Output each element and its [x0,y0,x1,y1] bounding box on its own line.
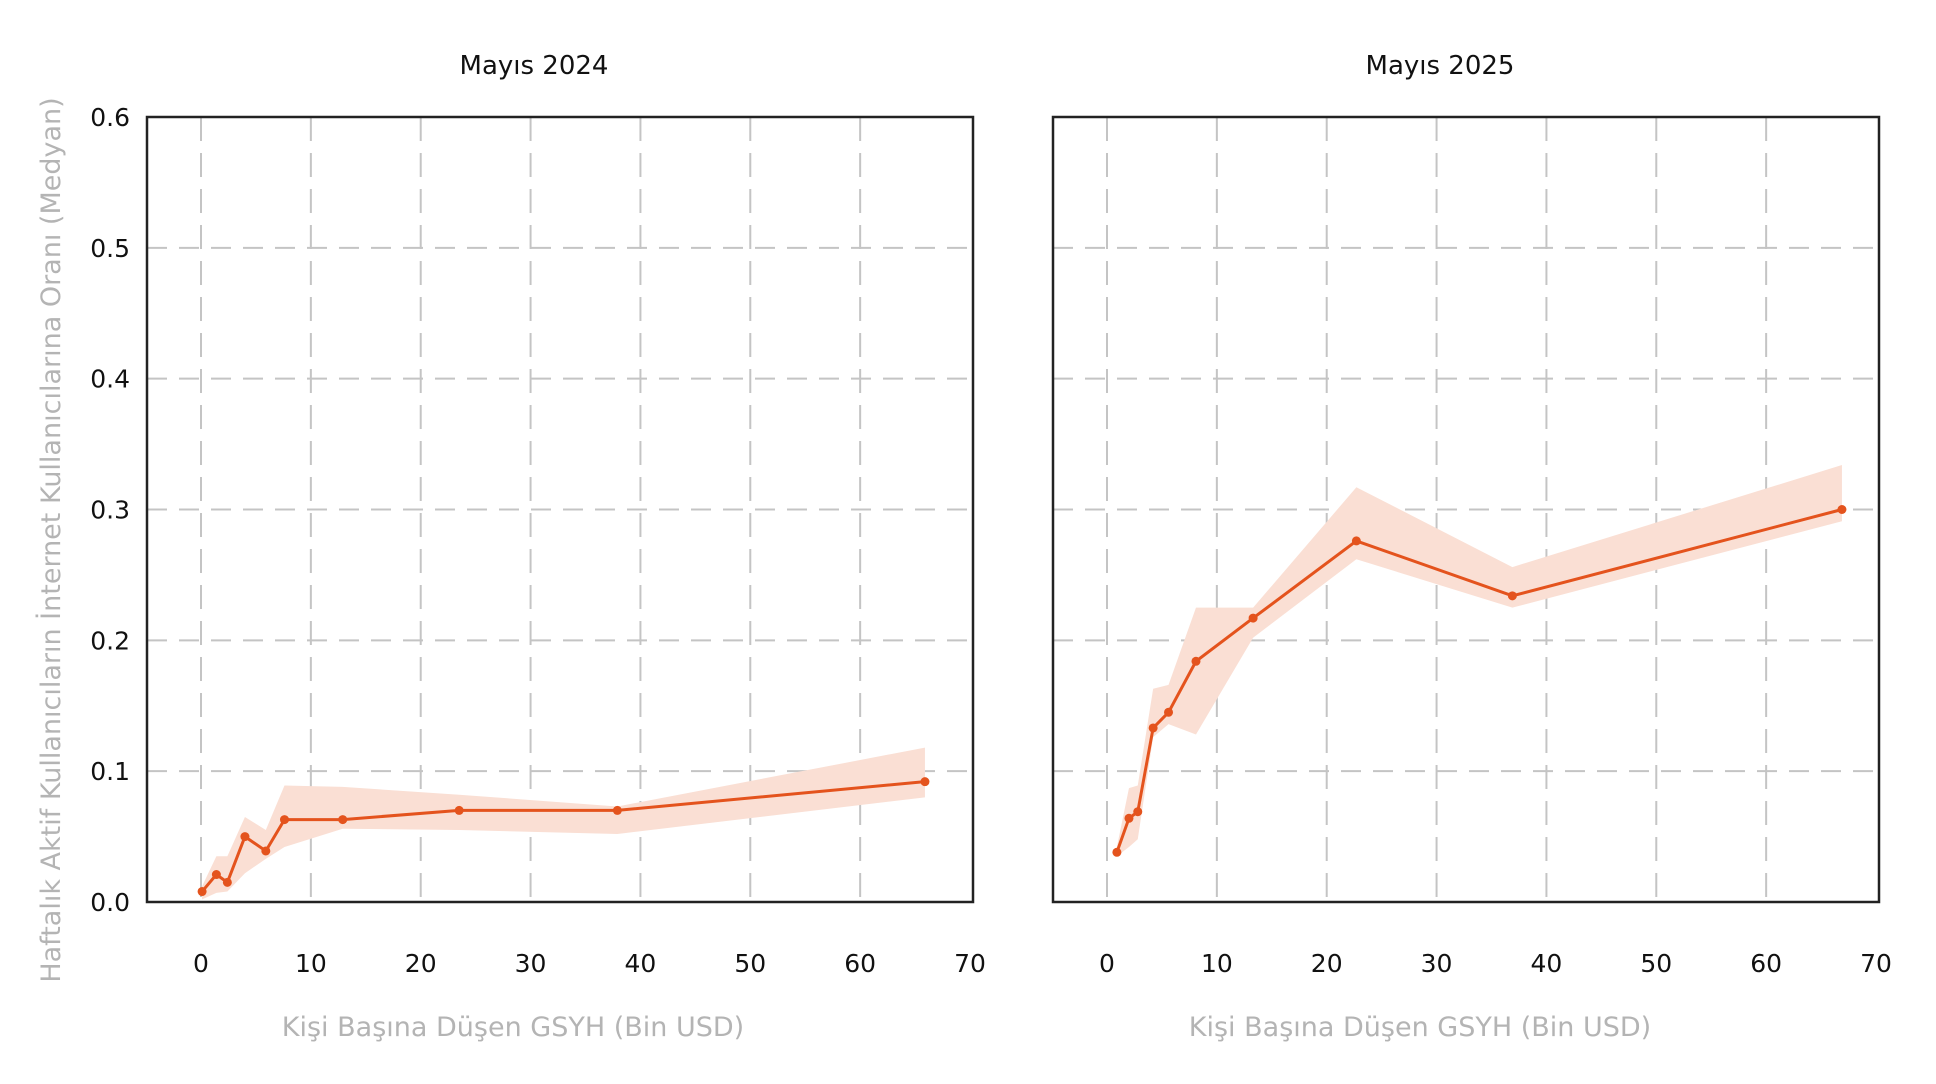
x-tick-label: 50 [734,949,766,978]
data-point [279,815,289,825]
x-tick-label: 70 [1860,949,1892,978]
y-tick-label: 0.2 [90,626,130,655]
data-point [211,870,221,880]
confidence-band [1116,465,1842,857]
y-tick-label: 0.1 [90,757,130,786]
data-point [222,877,232,887]
y-tick-label: 0.5 [90,234,130,263]
x-tick-label: 50 [1640,949,1672,978]
x-tick-label: 30 [1421,949,1453,978]
y-axis-label: Haftalık Aktif Kullanıcıların İnternet K… [35,97,67,982]
x-tick-label: 60 [1750,949,1782,978]
x-tick-label: 0 [1099,949,1115,978]
data-point [1507,591,1517,601]
confidence-band [202,747,925,900]
data-point [1133,807,1143,817]
panel-title: Mayıs 2024 [460,51,609,81]
x-tick-label: 20 [1311,949,1343,978]
data-point [612,805,622,815]
data-point [1248,613,1258,623]
y-tick-label: 0.6 [90,103,130,132]
data-point [1164,707,1174,717]
x-axis-label: Kişi Başına Düşen GSYH (Bin USD) [1189,1012,1651,1043]
data-point [1148,723,1158,733]
x-tick-label: 60 [844,949,876,978]
x-tick-label: 40 [625,949,657,978]
data-point [1191,656,1201,666]
plot-frame [1051,115,1881,904]
data-point [1351,536,1361,546]
data-point [1837,505,1847,514]
y-tick-label: 0.3 [90,496,130,525]
series-line [200,780,926,893]
y-tick-label: 0.0 [90,888,130,917]
x-tick-label: 40 [1531,949,1563,978]
x-tick-label: 0 [193,949,209,978]
panel-title: Mayıs 2025 [1366,51,1515,81]
x-tick-label: 10 [295,949,327,978]
data-point [454,805,464,815]
data-point [1112,847,1122,857]
data-point [197,887,207,897]
panel-mayis-2024: Mayıs 2024 Kişi Başına Düşen GSYH (Bin U… [90,51,986,1043]
data-point [920,777,930,787]
x-tick-label: 20 [405,949,437,978]
x-tick-label: 10 [1201,949,1233,978]
data-point [261,846,271,856]
data-point [338,815,348,825]
y-tick-label: 0.4 [90,365,130,394]
x-axis-label: Kişi Başına Düşen GSYH (Bin USD) [282,1012,744,1043]
panel-mayis-2025: Mayıs 2025 Kişi Başına Düşen GSYH (Bin U… [1051,51,1892,1043]
data-point [240,832,250,842]
plot-frame [145,115,975,904]
series-line [1115,508,1843,853]
data-point [1124,813,1134,823]
x-tick-label: 70 [954,949,986,978]
x-tick-label: 30 [515,949,547,978]
